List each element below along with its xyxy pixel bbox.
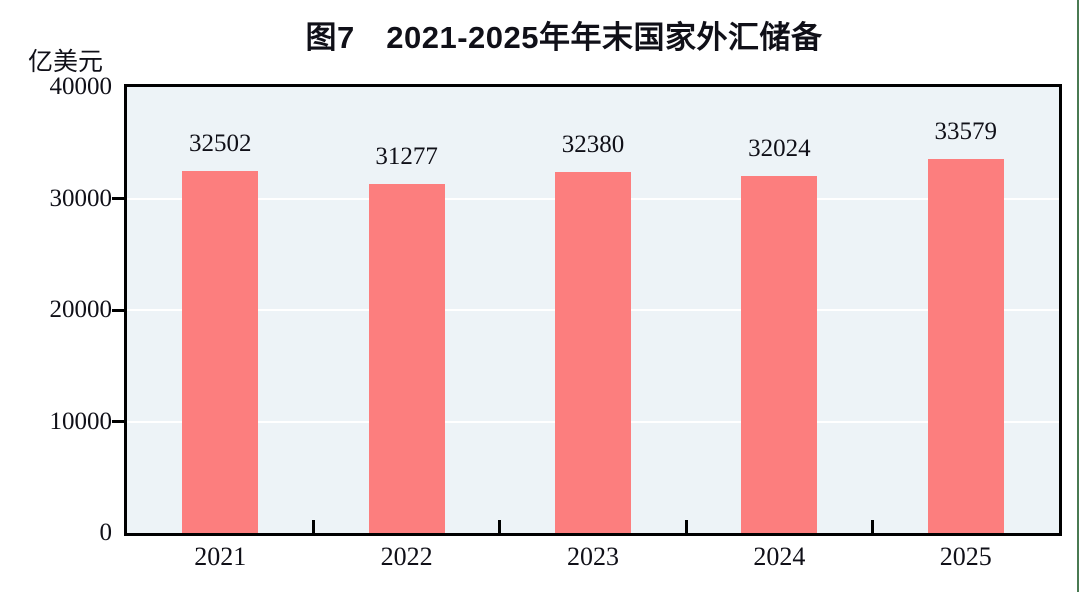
bar-value-label: 32502 [188,129,252,157]
bar-value-label: 32024 [748,134,811,162]
y-axis-tick-label: 40000 [49,73,113,100]
y-axis-tick-label: 10000 [49,407,113,435]
y-axis-unit-label: 亿美元 [28,49,104,76]
x-axis-tick [871,520,875,533]
y-axis-tick-label: 30000 [49,184,113,212]
bar-2021 [182,170,259,533]
x-axis-category-label: 2025 [939,542,992,571]
bar-2025 [927,158,1004,533]
x-axis-category-label: 2023 [567,542,619,571]
x-axis-tick [311,520,315,533]
y-axis-tick-label: 0 [99,519,113,546]
bar-2023 [555,171,631,533]
x-axis-category-label: 2024 [753,542,806,571]
y-axis-tick [112,197,124,200]
bar-value-label: 33579 [934,117,998,145]
bar-2024 [741,175,818,533]
x-axis-tick [684,520,688,533]
plot-area: 32502 31277 32380 32024 33579 [124,84,1062,536]
bar-2022 [368,184,445,533]
scan-edge-line [1077,0,1079,592]
x-axis-category-label: 2021 [194,542,247,571]
y-axis-tick [112,420,124,423]
y-axis-tick [112,308,124,312]
bar-value-label: 31277 [375,143,438,171]
y-axis-tick-label: 20000 [49,296,113,323]
chart-title: 图7 2021-2025年年末国家外汇储备 [305,20,823,55]
x-axis-tick [498,520,502,533]
x-axis-category-label: 2022 [380,542,433,571]
bar-value-label: 32380 [561,130,625,158]
